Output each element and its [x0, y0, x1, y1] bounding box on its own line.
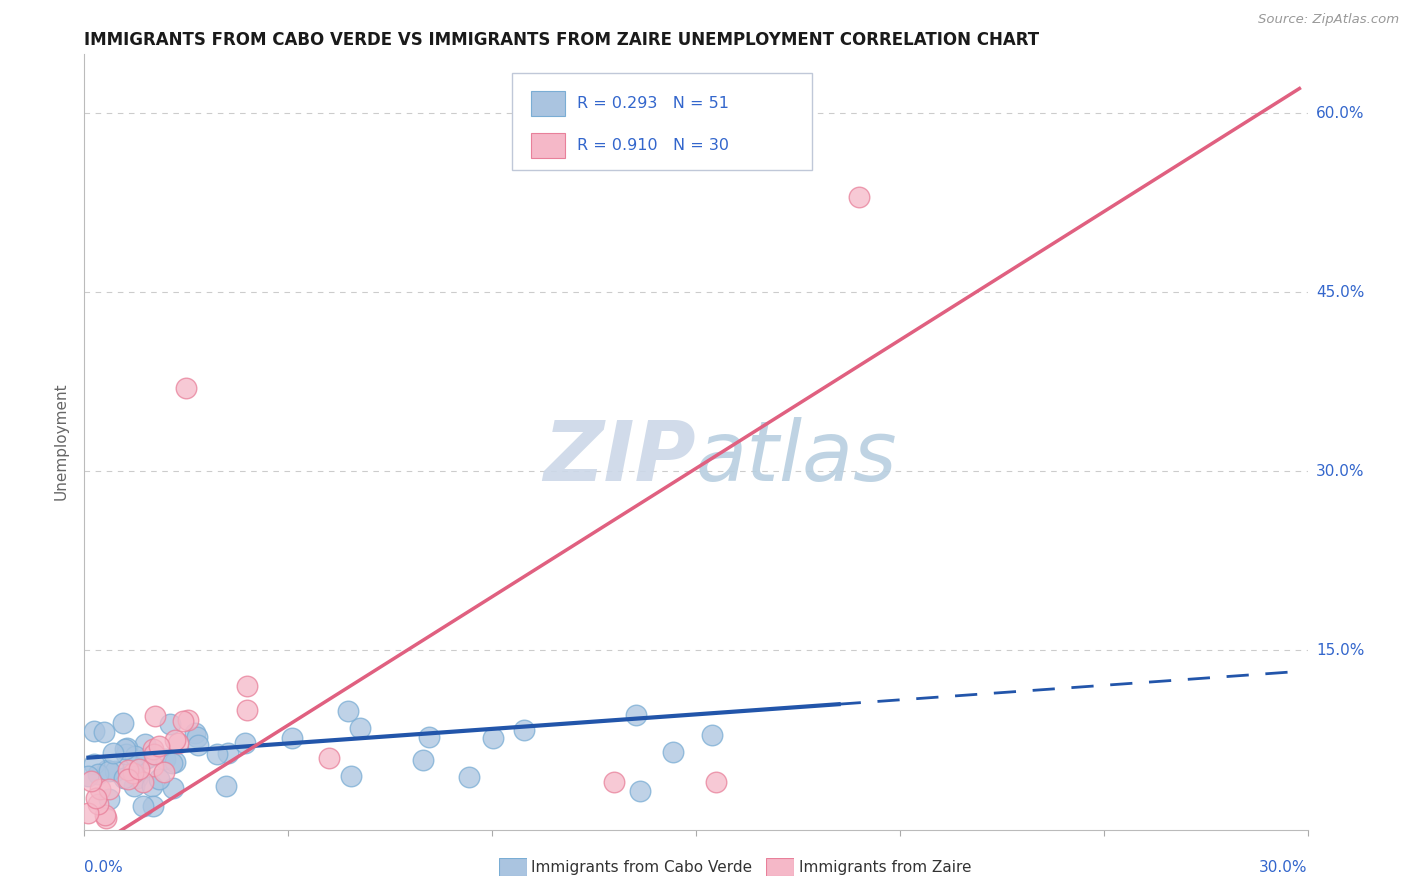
Point — [337, 704, 360, 718]
Point — [142, 741, 165, 756]
Text: Immigrants from Zaire: Immigrants from Zaire — [799, 860, 972, 874]
Point — [233, 736, 256, 750]
Text: R = 0.293   N = 51: R = 0.293 N = 51 — [578, 95, 730, 111]
Point — [98, 764, 121, 778]
Text: atlas: atlas — [696, 417, 897, 498]
Point — [174, 381, 197, 395]
Point — [83, 757, 105, 772]
Point — [603, 774, 626, 789]
Point — [83, 723, 105, 738]
Point — [98, 791, 121, 805]
Point — [662, 746, 685, 760]
Point — [128, 762, 150, 776]
Y-axis label: Unemployment: Unemployment — [53, 383, 69, 500]
Point — [142, 798, 165, 813]
Point — [349, 721, 371, 735]
Point — [318, 751, 340, 765]
Point — [153, 765, 176, 780]
Point — [186, 730, 208, 744]
Point — [142, 759, 165, 773]
Point — [77, 805, 100, 820]
Point — [101, 746, 124, 760]
Point — [163, 732, 186, 747]
Text: R = 0.910   N = 30: R = 0.910 N = 30 — [578, 137, 730, 153]
Point — [117, 772, 139, 787]
Point — [236, 703, 259, 717]
Point — [624, 707, 647, 722]
Point — [134, 737, 156, 751]
Point — [87, 797, 110, 811]
Point — [143, 708, 166, 723]
Point — [160, 756, 183, 770]
Point — [104, 764, 127, 778]
Point — [124, 749, 146, 764]
Point — [148, 739, 170, 753]
Point — [111, 715, 134, 730]
Text: IMMIGRANTS FROM CABO VERDE VS IMMIGRANTS FROM ZAIRE UNEMPLOYMENT CORRELATION CHA: IMMIGRANTS FROM CABO VERDE VS IMMIGRANTS… — [84, 31, 1039, 49]
Point — [114, 747, 136, 762]
Text: 15.0%: 15.0% — [1316, 643, 1364, 658]
FancyBboxPatch shape — [531, 91, 565, 116]
Point — [127, 771, 149, 785]
Point — [94, 807, 117, 822]
Text: Source: ZipAtlas.com: Source: ZipAtlas.com — [1258, 13, 1399, 27]
Point — [96, 764, 118, 778]
Point — [159, 717, 181, 731]
Point — [122, 779, 145, 793]
Point — [87, 767, 110, 781]
FancyBboxPatch shape — [531, 133, 565, 158]
Point — [122, 766, 145, 780]
Point — [418, 730, 440, 744]
Point — [132, 798, 155, 813]
Point — [513, 723, 536, 737]
Point — [135, 751, 157, 765]
Point — [93, 725, 115, 739]
Point — [136, 750, 159, 764]
Point — [217, 746, 239, 760]
Point — [121, 760, 143, 774]
Point — [167, 736, 190, 750]
Point — [142, 747, 165, 761]
Point — [280, 731, 302, 745]
Point — [628, 784, 651, 798]
Point — [205, 747, 228, 761]
Point — [148, 772, 170, 786]
Point — [163, 755, 186, 769]
Point — [706, 774, 728, 789]
Point — [89, 782, 111, 797]
Point — [412, 753, 434, 767]
Point — [339, 769, 361, 783]
Text: 30.0%: 30.0% — [1316, 464, 1364, 479]
Point — [172, 714, 194, 728]
Point — [700, 728, 723, 742]
Text: 60.0%: 60.0% — [1316, 106, 1364, 120]
Point — [184, 725, 207, 739]
Text: 30.0%: 30.0% — [1260, 860, 1308, 875]
Point — [177, 713, 200, 727]
Point — [115, 740, 138, 755]
Point — [155, 752, 177, 766]
Point — [80, 773, 103, 788]
Point — [458, 770, 481, 784]
Point — [84, 790, 107, 805]
Point — [77, 768, 100, 782]
Point — [97, 782, 120, 797]
Text: Immigrants from Cabo Verde: Immigrants from Cabo Verde — [531, 860, 752, 874]
Point — [162, 780, 184, 795]
Text: 0.0%: 0.0% — [84, 860, 124, 875]
Point — [141, 779, 163, 793]
Text: ZIP: ZIP — [543, 417, 696, 498]
Point — [215, 779, 238, 793]
Text: 45.0%: 45.0% — [1316, 285, 1364, 300]
Point — [132, 774, 155, 789]
Point — [112, 771, 135, 785]
Point — [187, 739, 209, 753]
FancyBboxPatch shape — [513, 73, 813, 170]
Point — [236, 679, 259, 693]
Point — [117, 763, 139, 777]
Point — [848, 190, 870, 204]
Point — [114, 742, 136, 756]
Point — [94, 811, 117, 825]
Point — [481, 731, 503, 745]
